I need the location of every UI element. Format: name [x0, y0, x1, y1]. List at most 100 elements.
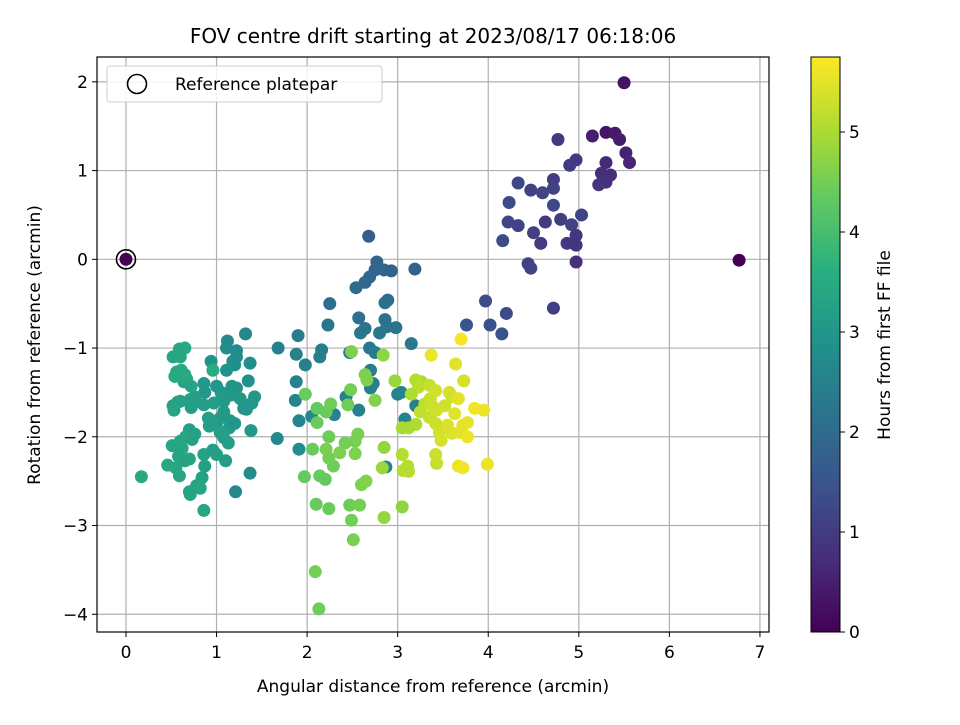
legend: Reference platepar	[106, 65, 383, 103]
data-point	[244, 424, 258, 438]
data-point	[333, 446, 347, 460]
data-point	[241, 374, 255, 388]
data-point	[308, 565, 322, 579]
data-point	[732, 253, 746, 267]
data-point	[438, 399, 452, 413]
x-tick-label: 0	[121, 643, 132, 663]
data-point	[448, 407, 462, 421]
data-point	[454, 332, 468, 346]
data-point	[546, 198, 560, 212]
data-point	[551, 133, 565, 147]
grid-lines	[97, 57, 769, 632]
data-point	[318, 472, 332, 486]
data-point	[348, 447, 362, 461]
data-point	[565, 218, 579, 232]
colorbar: 0 1 2 3 4 5 Hours from first FF file	[810, 56, 895, 643]
data-point	[395, 448, 409, 462]
data-point	[592, 178, 606, 192]
data-point	[309, 497, 323, 511]
data-point	[197, 377, 211, 391]
x-tick-label: 2	[302, 643, 313, 663]
data-point	[524, 261, 538, 275]
data-point	[434, 433, 448, 447]
data-point	[352, 311, 366, 325]
data-point	[292, 414, 306, 428]
y-tick-label: 0	[77, 250, 88, 270]
data-point	[460, 318, 474, 332]
data-point	[292, 442, 306, 456]
data-point	[206, 443, 220, 457]
data-point	[228, 416, 242, 430]
legend-box	[106, 65, 383, 103]
y-tick-label: −4	[63, 605, 88, 625]
data-point	[312, 602, 326, 616]
data-point	[322, 430, 336, 444]
data-point	[395, 500, 409, 514]
data-point	[161, 458, 175, 472]
data-point	[376, 348, 390, 362]
data-point	[495, 327, 509, 341]
plot-frame	[96, 56, 770, 633]
data-point	[173, 350, 187, 364]
y-axis-ticks: 2 1 0 −1 −2 −3 −4	[63, 73, 97, 625]
data-point	[501, 215, 515, 229]
data-point	[554, 212, 568, 226]
data-point	[183, 487, 197, 501]
data-point	[207, 396, 221, 410]
data-point	[457, 374, 471, 388]
data-point	[243, 466, 257, 480]
data-point	[353, 498, 367, 512]
data-point	[270, 432, 284, 446]
data-point	[483, 318, 497, 332]
data-point	[585, 129, 599, 143]
data-point	[341, 398, 355, 412]
colorbar-label: Hours from first FF file	[875, 250, 895, 440]
data-point	[322, 502, 336, 516]
data-point	[323, 297, 337, 311]
y-tick-label: 1	[77, 162, 88, 182]
data-point	[394, 385, 408, 399]
data-point	[460, 430, 474, 444]
colorbar-tick-label: 2	[849, 423, 860, 443]
data-point	[182, 452, 196, 466]
data-point	[168, 369, 182, 383]
data-point	[375, 461, 389, 475]
data-point	[479, 294, 493, 308]
reference-marker-layer	[115, 249, 137, 270]
colorbar-tick-label: 3	[849, 323, 860, 343]
data-point	[297, 470, 311, 484]
data-point	[460, 416, 474, 430]
data-point	[184, 401, 198, 414]
x-axis-label: Angular distance from reference (arcmin)	[257, 677, 609, 697]
data-point	[619, 146, 633, 160]
data-point	[185, 432, 199, 446]
data-point	[449, 357, 463, 371]
chart-title: FOV centre drift starting at 2023/08/17 …	[190, 24, 676, 48]
data-point	[202, 419, 216, 433]
data-point	[569, 238, 583, 252]
data-point	[378, 296, 392, 310]
data-point	[298, 387, 312, 401]
data-point	[511, 219, 525, 233]
y-axis-label: Rotation from reference (arcmin)	[25, 205, 45, 485]
data-point	[527, 226, 541, 240]
data-point	[220, 341, 234, 355]
data-point	[430, 456, 444, 470]
y-tick-label: −1	[63, 339, 88, 359]
data-point	[197, 503, 211, 517]
data-point	[511, 176, 525, 190]
y-tick-label: 2	[77, 73, 88, 93]
data-point	[310, 416, 324, 430]
data-point	[288, 393, 302, 407]
data-point	[349, 281, 363, 295]
data-point	[524, 183, 538, 197]
data-point	[344, 513, 358, 527]
colorbar-tick-label: 4	[849, 223, 860, 243]
data-point	[354, 326, 368, 340]
data-point	[384, 264, 398, 278]
data-point	[217, 431, 231, 445]
data-point	[172, 469, 186, 483]
colorbar-gradient	[810, 56, 841, 633]
